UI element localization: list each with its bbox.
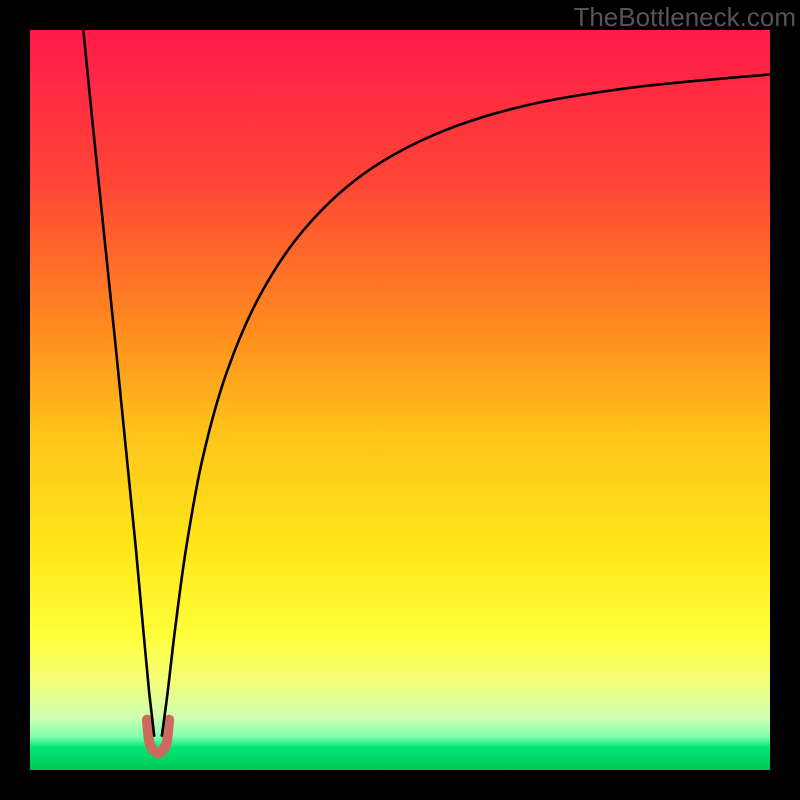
bottleneck-curve [83, 30, 770, 737]
figure-root: TheBottleneck.com [0, 0, 800, 800]
plot-area [30, 30, 770, 770]
curve-layer [30, 30, 770, 770]
watermark-text: TheBottleneck.com [573, 2, 796, 33]
valley-tip-marker [147, 720, 169, 753]
